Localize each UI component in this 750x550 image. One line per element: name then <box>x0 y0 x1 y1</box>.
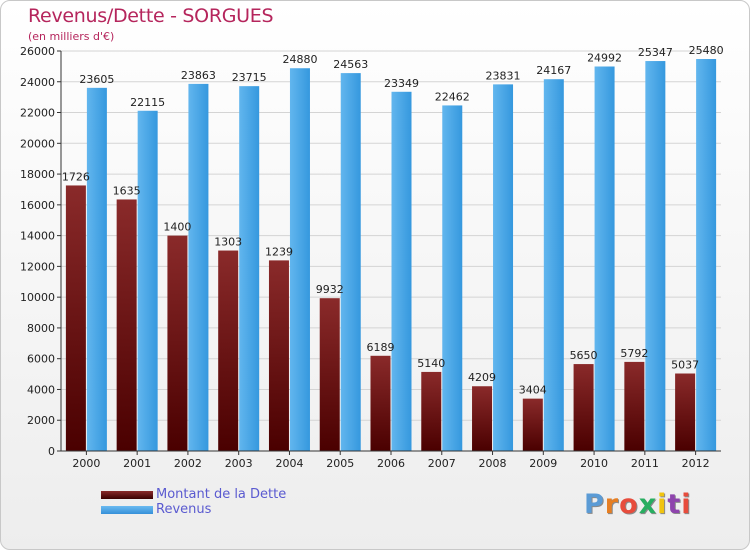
data-label-revenus: 23605 <box>79 73 114 86</box>
y-tick-label: 14000 <box>20 230 55 243</box>
bar-dette <box>370 355 391 451</box>
y-tick-label: 10000 <box>20 291 55 304</box>
x-tick-label: 2000 <box>72 457 100 470</box>
x-tick-label: 2005 <box>326 457 354 470</box>
data-label-dette: 1635 <box>113 184 141 197</box>
data-label-revenus: 24880 <box>282 53 317 66</box>
x-tick-label: 2009 <box>529 457 557 470</box>
data-label-dette: 5037 <box>671 359 699 372</box>
logo-letter: o <box>619 489 639 520</box>
bar-dette <box>573 364 594 451</box>
x-tick-label: 2004 <box>275 457 303 470</box>
x-tick-label: 2003 <box>225 457 253 470</box>
bar-dette <box>472 386 493 451</box>
data-label-revenus: 24563 <box>333 58 368 71</box>
bar-dette <box>319 298 340 451</box>
data-label-revenus: 24167 <box>536 64 571 77</box>
bar-dette <box>421 371 442 451</box>
data-label-revenus: 25480 <box>689 44 724 57</box>
data-label-revenus: 24992 <box>587 52 622 65</box>
bar-dette <box>167 235 188 451</box>
y-tick-label: 4000 <box>27 383 55 396</box>
x-tick-label: 2011 <box>631 457 659 470</box>
y-tick-label: 0 <box>48 445 55 458</box>
bar-dette <box>268 260 289 451</box>
bar-revenus <box>696 59 717 451</box>
legend-label-debt: Montant de la Dette <box>156 487 287 502</box>
logo-letter: t <box>667 489 682 520</box>
data-label-dette: 9932 <box>316 283 344 296</box>
y-tick-label: 6000 <box>27 353 55 366</box>
bar-revenus <box>543 79 564 451</box>
logo-letter: i <box>657 489 668 520</box>
data-label-dette: 1303 <box>214 236 242 249</box>
data-label-dette: 3404 <box>519 384 547 397</box>
chart-title: Revenus/Dette - SORGUES <box>28 5 274 27</box>
logo-letter: r <box>604 489 620 520</box>
grid-layer <box>61 50 721 452</box>
data-label-revenus: 22462 <box>435 90 470 103</box>
y-tick-label: 12000 <box>20 260 55 273</box>
bar-dette <box>522 398 543 451</box>
bar-dette <box>675 373 696 451</box>
bar-revenus <box>137 110 158 452</box>
data-label-dette: 1726 <box>62 170 90 183</box>
data-label-revenus: 23715 <box>232 71 267 84</box>
x-tick-label: 2008 <box>479 457 507 470</box>
labels-layer: 1726 23605 1635 22115 1400 23863 1303 23715 1239… <box>62 44 724 397</box>
legend-swatch-revenus <box>101 506 153 514</box>
legend-swatch-debt <box>101 491 153 499</box>
bar-revenus <box>239 86 260 452</box>
data-label-dette: 1239 <box>265 245 293 258</box>
y-tick-label: 24000 <box>20 76 55 89</box>
x-tick-label: 2012 <box>682 457 710 470</box>
bar-revenus <box>289 68 310 451</box>
x-tick-label: 2002 <box>174 457 202 470</box>
proxiti-logo: Proxiti <box>584 489 692 520</box>
logo-letter: i <box>681 489 692 520</box>
logo-letter: P <box>584 489 605 520</box>
bar-revenus <box>645 61 666 452</box>
y-tick-label: 18000 <box>20 168 55 181</box>
bar-dette <box>624 361 645 451</box>
bar-revenus <box>442 105 463 451</box>
bar-revenus <box>340 73 361 451</box>
data-label-dette: 5140 <box>417 357 445 370</box>
x-tick-label: 2001 <box>123 457 151 470</box>
y-tick-label: 8000 <box>27 322 55 335</box>
data-label-revenus: 23349 <box>384 77 419 90</box>
logo-letter: x <box>638 489 658 520</box>
bar-revenus <box>594 66 615 451</box>
bar-revenus <box>86 87 107 451</box>
bars-layer <box>65 59 717 452</box>
data-label-dette: 5792 <box>620 347 648 360</box>
data-label-revenus: 22115 <box>130 96 165 109</box>
y-tick-label: 20000 <box>20 137 55 150</box>
y-tick-label: 16000 <box>20 199 55 212</box>
bar-dette <box>65 185 86 451</box>
x-tick-label: 2010 <box>580 457 608 470</box>
data-label-dette: 4209 <box>468 371 496 384</box>
data-label-revenus: 23863 <box>181 69 216 82</box>
bar-revenus <box>493 84 514 451</box>
data-label-revenus: 25347 <box>638 46 673 59</box>
data-label-dette: 1400 <box>163 221 191 234</box>
legend-label-revenus: Revenus <box>156 502 212 517</box>
axis-layer: 0 2000 4000 6000 8000 10000 12000 14000 16000 180… <box>20 45 721 470</box>
bar-dette <box>218 250 239 451</box>
x-tick-label: 2007 <box>428 457 456 470</box>
y-tick-label: 22000 <box>20 107 55 120</box>
chart-subtitle: (en milliers d'€) <box>28 30 115 43</box>
x-tick-label: 2006 <box>377 457 405 470</box>
data-label-dette: 5650 <box>570 349 598 362</box>
data-label-revenus: 23831 <box>486 69 521 82</box>
y-tick-label: 26000 <box>20 45 55 58</box>
bar-revenus <box>188 83 209 451</box>
data-label-dette: 6189 <box>367 341 395 354</box>
bar-revenus <box>391 91 412 452</box>
bar-dette <box>116 199 137 451</box>
y-tick-label: 2000 <box>27 414 55 427</box>
